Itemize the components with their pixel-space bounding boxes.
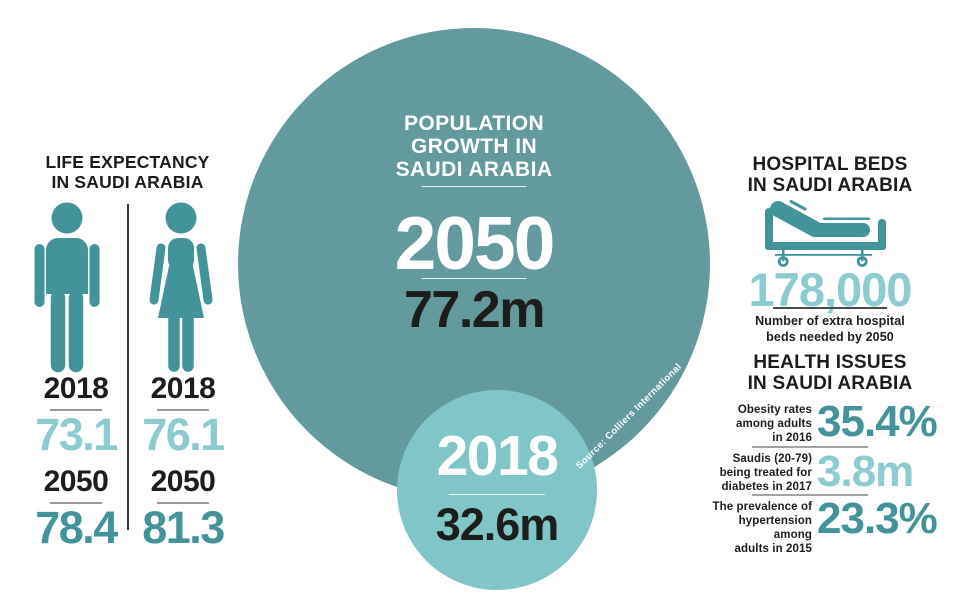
health-item-obesity-label: Obesity rates among adults in 2016 xyxy=(736,404,812,445)
divider-line xyxy=(752,446,868,448)
hospital-beds-title: HOSPITAL BEDS IN SAUDI ARABIA xyxy=(747,154,913,197)
divider-line xyxy=(449,494,545,495)
underline xyxy=(50,409,102,411)
hospital-beds-caption: Number of extra hospital beds needed by … xyxy=(755,314,905,344)
male-value-2018: 73.1 xyxy=(35,409,118,460)
population-value-2050: 77.2m xyxy=(404,281,545,339)
hospital-bed-icon xyxy=(765,200,886,267)
male-value-2050: 78.4 xyxy=(35,501,118,553)
female-year-2050: 2050 xyxy=(150,464,216,498)
population-2018-circle: 2018 32.6m xyxy=(397,390,597,590)
underline xyxy=(773,307,887,309)
health-item-obesity-value: 35.4% xyxy=(817,397,938,446)
hospital-beds-value: 178,000 xyxy=(748,263,913,316)
population-title: POPULATION GROWTH IN SAUDI ARABIA xyxy=(395,112,553,182)
male-stats-column: 2018 73.1 2050 78.4 xyxy=(28,374,124,550)
health-item-diabetes-value: 3.8m xyxy=(817,447,914,496)
life-expectancy-title: LIFE EXPECTANCY IN SAUDI ARABIA xyxy=(45,152,210,193)
underline xyxy=(157,501,209,504)
male-year-2018: 2018 xyxy=(43,372,109,405)
health-item-hypertension-value: 23.3% xyxy=(817,494,938,543)
female-value-2018: 76.1 xyxy=(142,409,225,460)
female-year-2018: 2018 xyxy=(150,372,216,405)
male-year-2050: 2050 xyxy=(43,464,109,498)
divider-line xyxy=(421,278,527,279)
divider-line xyxy=(752,494,868,496)
population-year-2050: 2050 xyxy=(394,201,556,285)
population-year-2018: 2018 xyxy=(436,424,559,488)
health-item-hypertension-label: The prevalence of hypertension among adu… xyxy=(712,501,812,556)
female-icon xyxy=(149,202,213,372)
divider-line xyxy=(421,186,527,187)
health-item-diabetes-label: Saudis (20-79) being treated for diabete… xyxy=(719,453,812,494)
male-icon xyxy=(34,202,100,373)
male-female-divider-line xyxy=(127,204,129,530)
underline xyxy=(50,501,102,504)
population-value-2018: 32.6m xyxy=(435,499,560,550)
female-stats-column: 2018 76.1 2050 81.3 xyxy=(135,374,231,550)
health-issues-title: HEALTH ISSUES IN SAUDI ARABIA xyxy=(747,352,913,395)
underline xyxy=(157,409,209,411)
female-value-2050: 81.3 xyxy=(142,501,225,553)
